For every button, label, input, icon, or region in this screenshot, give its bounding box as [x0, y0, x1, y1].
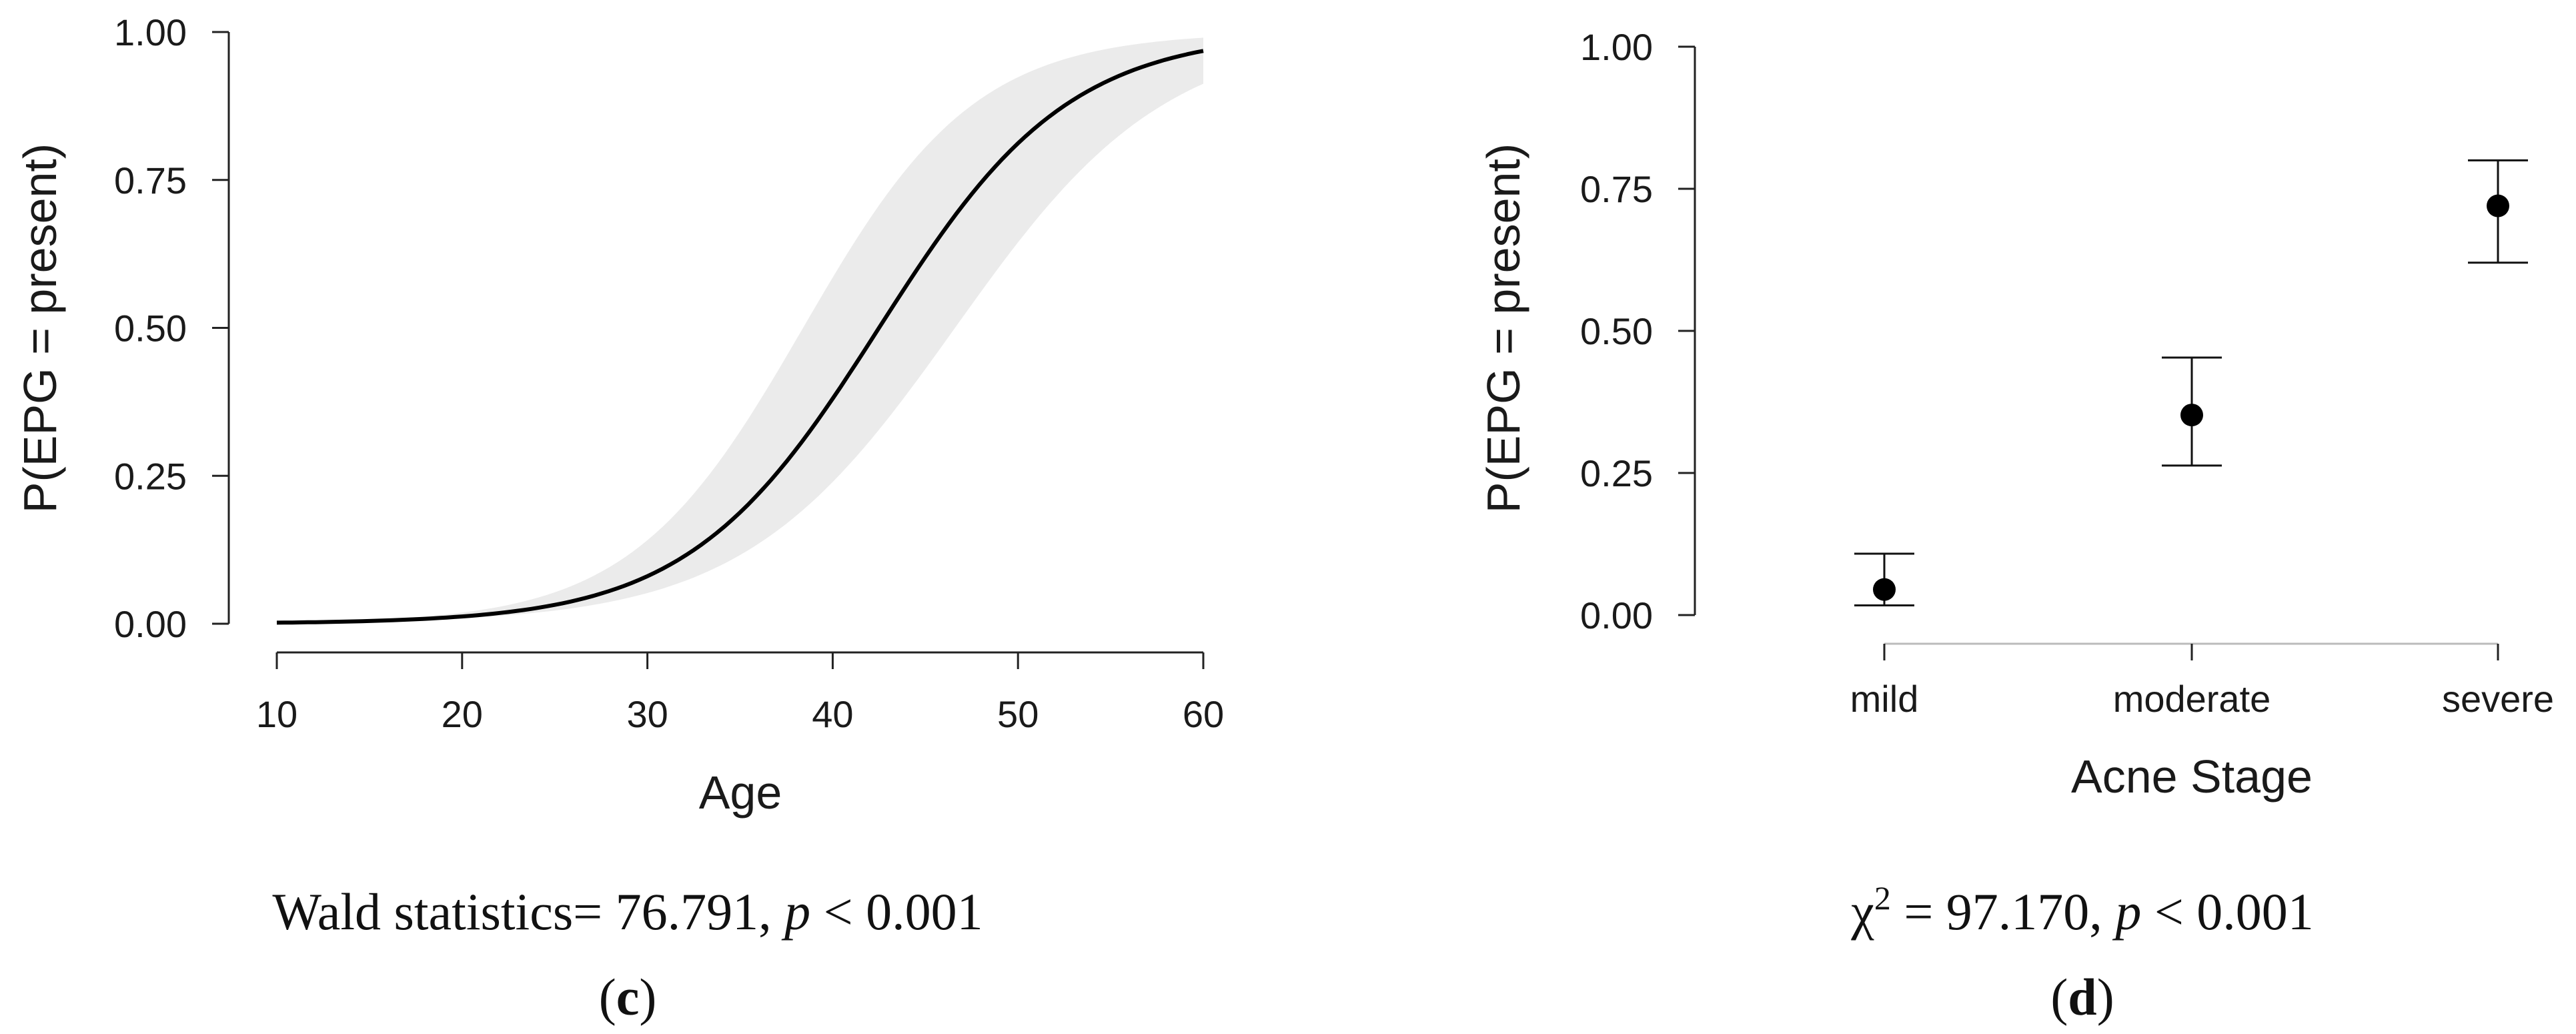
x-tick-label: 20 — [442, 693, 483, 735]
x-axis-ticks: mild moderate severe — [1850, 644, 2554, 720]
x-tick-label: 10 — [256, 693, 297, 735]
p-symbol: p — [784, 883, 811, 941]
y-tick-label: 0.00 — [1580, 594, 1653, 636]
panel-d-label: (d) — [2050, 968, 2114, 1026]
panel-c-label: (c) — [598, 968, 657, 1026]
y-tick-label: 0.75 — [114, 159, 187, 201]
y-tick-label: 0.25 — [1580, 452, 1653, 494]
y-tick-label: 0.50 — [114, 308, 187, 350]
data-point-mild — [1873, 578, 1896, 601]
x-tick-label: 60 — [1183, 693, 1224, 735]
p-value-text: < 0.001 — [2141, 883, 2314, 941]
y-tick-label: 1.00 — [114, 11, 187, 53]
panel-c-chart: 0.00 0.25 0.50 0.75 1.00 10 20 30 40 50 60 Age P(… — [14, 11, 1224, 819]
x-tick-label-mild: mild — [1850, 678, 1919, 720]
wald-statistic-text: Wald statistics= 76.791, — [272, 883, 785, 941]
y-tick-label: 0.00 — [114, 603, 187, 645]
y-tick-label: 0.75 — [1580, 168, 1653, 210]
y-axis-label: P(EPG = present) — [1477, 143, 1529, 513]
chi-statistic-text: = 97.170, — [1890, 883, 2116, 941]
x-tick-label-moderate: moderate — [2113, 678, 2271, 720]
x-tick-label: 50 — [997, 693, 1039, 735]
data-point-severe — [2487, 194, 2509, 217]
y-axis-label: P(EPG = present) — [14, 143, 66, 513]
panel-d-chart: 0.000.250.500.751.00 mild moderate severe … — [1477, 26, 2554, 803]
panel-c-caption: Wald statistics= 76.791, p < 0.001 — [272, 882, 983, 942]
chi-symbol: χ — [1851, 883, 1874, 941]
y-tick-label: 1.00 — [1580, 26, 1653, 68]
p-symbol: p — [2115, 883, 2142, 941]
y-axis-ticks: 0.00 0.25 0.50 0.75 1.00 — [1580, 26, 1695, 636]
x-axis-label: Age — [699, 766, 782, 819]
y-tick-label: 0.50 — [1580, 310, 1653, 352]
chi-exponent: 2 — [1874, 879, 1891, 917]
y-tick-label: 0.25 — [114, 455, 187, 497]
y-axis-ticks: 0.00 0.25 0.50 0.75 1.00 — [114, 11, 229, 645]
x-tick-label-severe: severe — [2442, 678, 2554, 720]
logistic-curve-line — [276, 49, 1204, 625]
p-value-text: < 0.001 — [810, 883, 983, 941]
x-tick-label: 30 — [626, 693, 668, 735]
confidence-band — [277, 37, 1203, 623]
x-tick-label: 40 — [812, 693, 853, 735]
data-point-moderate — [2180, 404, 2203, 427]
data-marks — [1854, 159, 2528, 607]
x-axis-label: Acne Stage — [2071, 750, 2313, 803]
panel-d-caption: χ2 = 97.170, p < 0.001 — [1851, 879, 2314, 942]
x-axis-ticks: 10 20 30 40 50 60 — [256, 652, 1224, 735]
